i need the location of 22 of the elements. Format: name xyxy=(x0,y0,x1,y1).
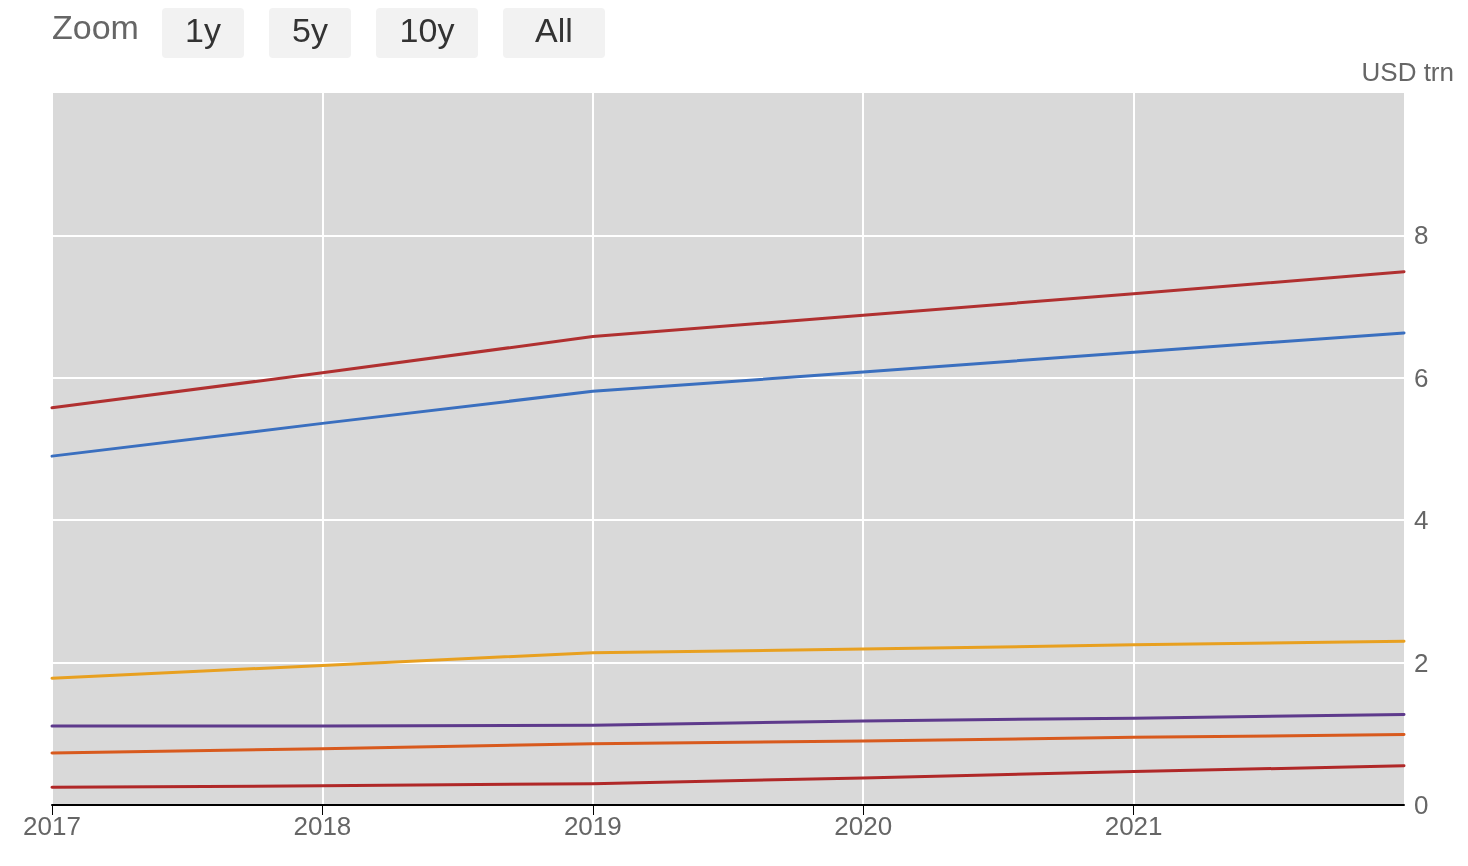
x-tick-label: 2018 xyxy=(293,811,352,841)
line-series xyxy=(50,713,1406,728)
text: 5y xyxy=(292,11,328,49)
y-tick-label: 4 xyxy=(1414,505,1429,536)
x-tick-label: 2021 xyxy=(1104,811,1163,841)
y-tick-label: 6 xyxy=(1414,362,1429,393)
text: All xyxy=(535,11,573,49)
line-series xyxy=(50,733,1406,755)
text: 1y xyxy=(185,11,221,49)
y-axis-title: USD trn xyxy=(1361,57,1454,87)
x-tick-label: 2017 xyxy=(23,811,81,841)
y-tick-label: 8 xyxy=(1414,220,1429,251)
line-series xyxy=(50,331,1406,458)
line-series xyxy=(50,639,1406,680)
x-tick-label: 2020 xyxy=(834,811,893,841)
line-series xyxy=(50,270,1406,410)
line-series xyxy=(50,764,1406,789)
y-tick-label: 0 xyxy=(1414,790,1429,820)
x-tick-label: 2019 xyxy=(563,811,622,841)
text: Zoom xyxy=(52,8,139,46)
y-tick-label: 2 xyxy=(1414,647,1429,678)
text: 10y xyxy=(399,11,455,49)
